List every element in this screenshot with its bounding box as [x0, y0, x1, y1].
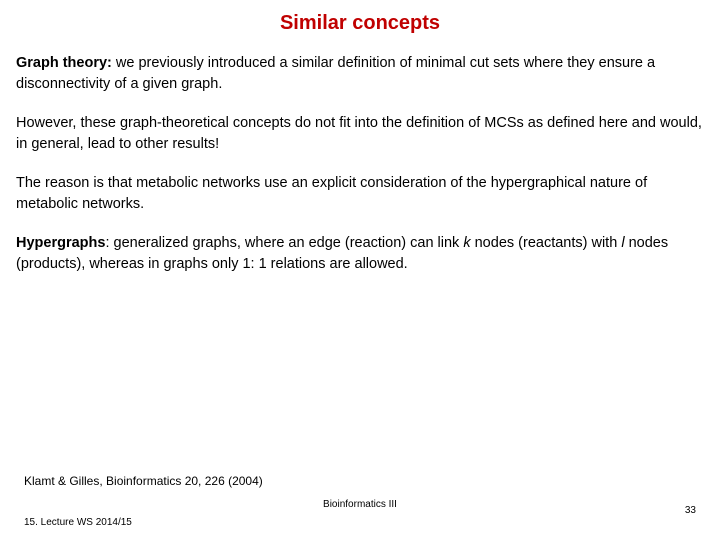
- paragraph-however: However, these graph-theoretical concept…: [16, 113, 704, 155]
- paragraph-hypergraphs: Hypergraphs: generalized graphs, where a…: [16, 233, 704, 275]
- text: nodes (reactants) with: [471, 235, 622, 251]
- paragraph-reason: The reason is that metabolic networks us…: [16, 173, 704, 215]
- paragraph-graph-theory: Graph theory: we previously introduced a…: [16, 53, 704, 95]
- lead-hypergraphs: Hypergraphs: [16, 235, 105, 251]
- text: : generalized graphs, where an edge (rea…: [105, 235, 463, 251]
- var-k: k: [463, 235, 470, 251]
- lead-graph-theory: Graph theory:: [16, 55, 112, 71]
- text: we previously introduced a similar defin…: [16, 55, 655, 92]
- slide-title: Similar concepts: [16, 12, 704, 35]
- slide-body: Graph theory: we previously introduced a…: [16, 53, 704, 275]
- slide: Similar concepts Graph theory: we previo…: [0, 0, 720, 540]
- page-number: 33: [685, 505, 696, 516]
- footer-left: 15. Lecture WS 2014/15: [24, 517, 132, 528]
- footer-center: Bioinformatics III: [0, 499, 720, 510]
- reference-citation: Klamt & Gilles, Bioinformatics 20, 226 (…: [24, 474, 263, 488]
